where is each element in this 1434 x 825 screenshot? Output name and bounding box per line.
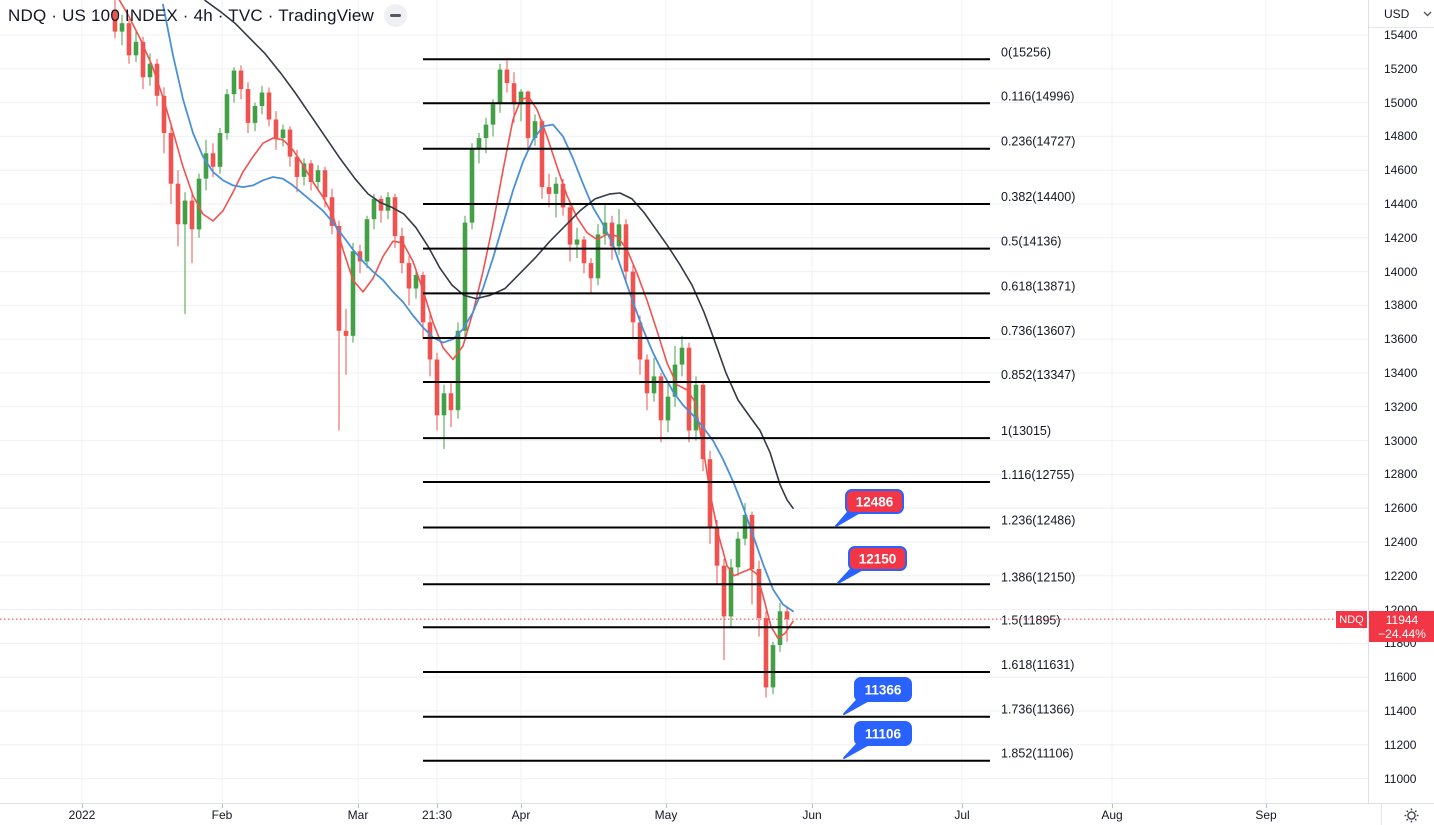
currency-label: USD <box>1384 6 1410 21</box>
chevron-down-icon <box>1423 11 1432 16</box>
minus-icon <box>390 14 402 17</box>
price-callout[interactable]: 12150 <box>837 546 907 584</box>
price-tick-label: 13800 <box>1384 298 1418 313</box>
time-tick-mark <box>1266 804 1267 808</box>
price-tick-label: 12600 <box>1384 501 1418 516</box>
fib-level-label: 0.618(13871) <box>1001 279 1075 293</box>
time-tick-mark <box>437 804 438 808</box>
chart-pane[interactable]: 0(15256) 0.116(14996) 0.236(14727) 0.382(14… <box>0 0 1368 803</box>
axis-divider <box>1381 804 1382 825</box>
price-tick-label: 11400 <box>1384 704 1417 718</box>
price-tick-label: 14000 <box>1384 264 1418 279</box>
settings-gear-icon[interactable] <box>1398 807 1424 824</box>
time-tick-mark <box>82 804 83 808</box>
price-tick-label: 12800 <box>1384 467 1418 482</box>
fib-level-label: 0.382(14400) <box>1001 190 1075 204</box>
price-tick-label: 13600 <box>1384 332 1418 347</box>
time-tick-label: 2022 <box>68 808 96 822</box>
symbol-price-tag: NDQ <box>1336 611 1367 628</box>
fib-level-label: 1.116(12755) <box>1001 468 1074 482</box>
fib-level-label: 0.852(13347) <box>1001 368 1075 382</box>
currency-selector[interactable]: USD <box>1369 0 1434 28</box>
time-tick-label: Mar <box>347 808 369 822</box>
time-tick-label: May <box>654 808 678 822</box>
time-tick-mark <box>812 804 813 808</box>
price-tick-label: 13000 <box>1384 433 1418 448</box>
chart-legend: NDQ · US 100 INDEX · 4h · TVC · TradingV… <box>8 4 408 27</box>
fib-level-label: 1.5(11895) <box>1001 613 1061 627</box>
price-tick-label: 11000 <box>1384 771 1417 786</box>
price-tick-label: 13400 <box>1384 366 1418 380</box>
time-tick-mark <box>358 804 359 808</box>
callout-text: 11106 <box>865 727 902 742</box>
callout-text: 12150 <box>859 552 897 567</box>
fib-level-label: 0.5(14136) <box>1001 235 1061 249</box>
time-tick-label: Sep <box>1255 808 1277 822</box>
time-axis[interactable]: 2022 Feb Mar 21:30 Apr May Jun Jul Aug S… <box>0 803 1434 825</box>
time-tick-mark <box>1112 804 1113 808</box>
current-price-change: −24.44% <box>1378 626 1426 641</box>
fib-level-label: 1.236(12486) <box>1001 514 1075 528</box>
fib-level-label: 1.852(11106) <box>1001 747 1074 761</box>
time-tick-label: Apr <box>511 808 531 822</box>
callout-text: 12486 <box>856 495 894 510</box>
legend-collapse-button[interactable] <box>384 4 408 27</box>
time-tick-label: Jul <box>954 808 970 822</box>
price-tick-label: 15400 <box>1384 28 1418 42</box>
time-tick-mark <box>666 804 667 808</box>
price-tick-label: 12200 <box>1384 568 1418 583</box>
fib-level-label: 1.736(11366) <box>1001 703 1074 717</box>
price-tick-label: 14800 <box>1384 129 1418 144</box>
ma-medium-line[interactable] <box>162 3 794 613</box>
fib-level-label: 0.236(14727) <box>1001 135 1075 149</box>
candles <box>112 0 790 698</box>
price-callout[interactable]: 11366 <box>843 677 912 715</box>
price-callout[interactable]: 11106 <box>843 721 912 759</box>
time-tick-label: Aug <box>1101 808 1123 822</box>
fib-level-label: 1.618(11631) <box>1001 658 1074 672</box>
fib-level-label: 0.116(14996) <box>1001 89 1074 103</box>
ma-fast-line[interactable] <box>115 0 794 640</box>
current-price-value: 11944 <box>1385 612 1419 627</box>
fib-level-label: 1.386(12150) <box>1001 570 1075 584</box>
symbol-title[interactable]: NDQ · US 100 INDEX · 4h · TVC · TradingV… <box>8 5 375 25</box>
price-axis[interactable]: USD 15400 15200 15000 14800 14600 14400 14200 1… <box>1368 0 1434 803</box>
time-tick-label: Feb <box>211 808 233 822</box>
ma-slow-line[interactable] <box>204 0 794 510</box>
price-callout[interactable]: 12486 <box>835 489 904 527</box>
time-tick-label: Jun <box>802 808 822 822</box>
price-tick-label: 12400 <box>1384 535 1418 549</box>
candlestick-chart[interactable]: 0(15256) 0.116(14996) 0.236(14727) 0.382(14… <box>0 0 1368 803</box>
price-tick-label: 15000 <box>1384 95 1418 110</box>
price-tick-label: 13200 <box>1384 399 1418 414</box>
fib-level-label: 1(13015) <box>1001 424 1051 438</box>
price-tick-label: 14400 <box>1384 197 1418 211</box>
price-tick-label: 11600 <box>1384 670 1417 685</box>
price-tick-label: 15200 <box>1384 61 1418 76</box>
callout-text: 11366 <box>865 683 902 698</box>
fib-level-label: 0(15256) <box>1001 45 1051 59</box>
price-tick-label: 14200 <box>1384 230 1418 245</box>
time-tick-label: 21:30 <box>421 808 453 822</box>
time-tick-mark <box>521 804 522 808</box>
time-tick-mark <box>222 804 223 808</box>
fib-retracement[interactable]: 0(15256) 0.116(14996) 0.236(14727) 0.382(14… <box>423 45 1075 762</box>
time-tick-mark <box>962 804 963 808</box>
price-tick-label: 14600 <box>1384 163 1418 178</box>
price-tick-label: 11200 <box>1384 737 1417 752</box>
fib-level-label: 0.736(13607) <box>1001 324 1075 338</box>
current-price-label: 11944 −24.44% <box>1369 611 1434 642</box>
